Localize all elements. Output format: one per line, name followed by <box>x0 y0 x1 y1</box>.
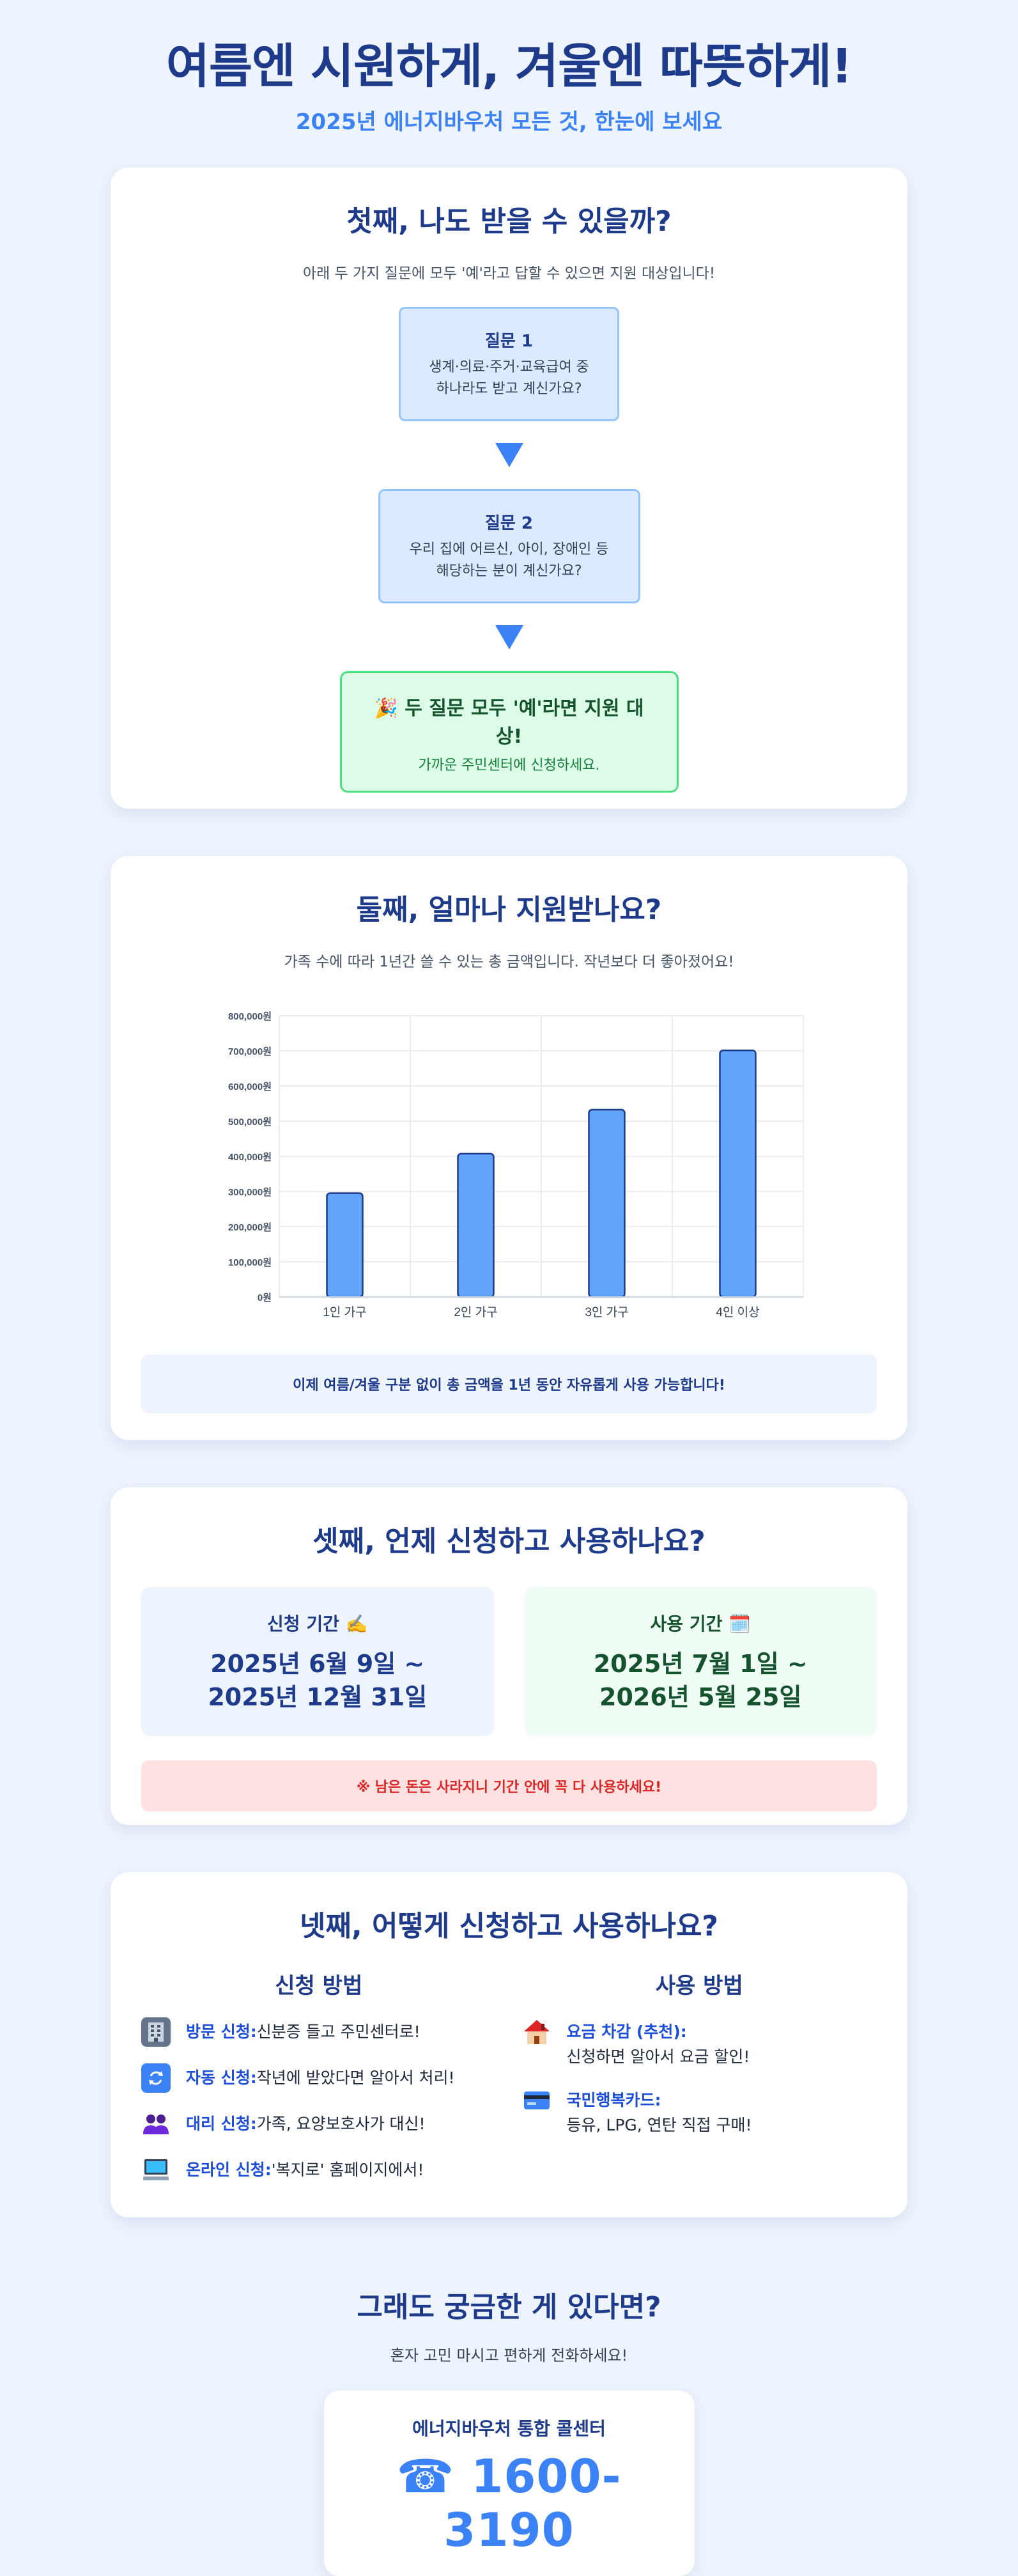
support-amount-chart: 0원 100,000원 200,000원 300,000원 400,000원 500,00… <box>228 1011 804 1319</box>
question-line: 해당하는 분이 계신가요? <box>436 563 582 580</box>
repeat-icon <box>141 2063 171 2093</box>
chart-bar <box>587 1108 626 1298</box>
y-tick-label: 200,000원 <box>228 1222 271 1233</box>
y-tick-label: 700,000원 <box>228 1046 271 1057</box>
period-line: 2025년 12월 31일 <box>208 1683 428 1712</box>
eligibility-card: 첫째, 나도 받을 수 있을까? 아래 두 가지 질문에 모두 '예'라고 답할… <box>111 167 907 809</box>
hero: 여름엔 시원하게, 겨울엔 따뜻하게! 2025년 에너지바우처 모든 것, 한… <box>0 38 1018 136</box>
call-center-number[interactable]: ☎ 1600-3190 <box>396 2449 622 2557</box>
question-title: 질문 1 <box>485 331 533 351</box>
result-text: 가까운 주민센터에 신청하세요. <box>418 757 600 774</box>
use-period-label: 사용 기간 🗓️ <box>650 1613 751 1634</box>
question-text: 우리 집에 어르신, 아이, 장애인 등 해당하는 분이 계신가요? <box>397 539 622 582</box>
use-methods: 사용 방법 요금 차감 (추천): 신청하면 알아서 요금 할인! 국민행복카드:… <box>522 1968 877 2201</box>
amount-card: 둘째, 얼마나 지원받나요? 가족 수에 따라 1년간 쓸 수 있는 총 금액입… <box>111 855 907 1440</box>
result-title: 🎉 두 질문 모두 '예'라면 지원 대상! <box>374 697 644 749</box>
page-title: 여름엔 시원하게, 겨울엔 따뜻하게! <box>166 39 852 94</box>
method-name: 요금 차감 (추천): <box>566 2022 687 2041</box>
use-period-box: 사용 기간 🗓️ 2025년 7월 1일 ~ 2026년 5월 25일 <box>524 1587 877 1736</box>
x-tick-label: 1인 가구 <box>323 1305 366 1319</box>
call-center-box: 에너지바우처 통합 콜센터 ☎ 1600-3190 <box>323 2390 695 2576</box>
use-period-value: 2025년 7월 1일 ~ 2026년 5월 25일 <box>531 1647 871 1714</box>
contact-subtitle: 혼자 고민 마시고 편하게 전화하세요! <box>390 2346 628 2364</box>
contact-section: 그래도 궁금한 게 있다면? 혼자 고민 마시고 편하게 전화하세요! 에너지바… <box>0 2284 1018 2576</box>
x-tick-label: 3인 가구 <box>585 1305 628 1319</box>
y-tick-label: 100,000원 <box>228 1257 271 1268</box>
method-name: 대리 신청: <box>186 2114 257 2133</box>
method-card: 넷째, 어떻게 신청하고 사용하나요? 신청 방법 방문 신청:신분증 들고 주… <box>111 1872 907 2217</box>
list-item: 온라인 신청:'복지로' 홈페이지에서! <box>141 2155 497 2185</box>
method-desc: 가족, 요양보호사가 대신! <box>256 2114 426 2133</box>
y-tick-label: 400,000원 <box>228 1152 271 1163</box>
x-tick-label: 4인 이상 <box>716 1305 759 1319</box>
chart-bar <box>325 1192 364 1298</box>
question-line: 하나라도 받고 계신가요? <box>436 380 582 397</box>
method-name: 온라인 신청: <box>186 2160 272 2179</box>
question-2-box: 질문 2 우리 집에 어르신, 아이, 장애인 등 해당하는 분이 계신가요? <box>378 488 640 604</box>
section-title: 첫째, 나도 받을 수 있을까? <box>346 205 672 238</box>
usage-note: 이제 여름/겨울 구분 없이 총 금액을 1년 동안 자유롭게 사용 가능합니다… <box>141 1354 877 1413</box>
call-center-label: 에너지바우처 통합 콜센터 <box>412 2417 606 2439</box>
y-tick-label: 600,000원 <box>228 1082 271 1092</box>
method-name: 자동 신청: <box>186 2068 257 2087</box>
method-name: 국민행복카드: <box>566 2091 661 2110</box>
question-title: 질문 2 <box>485 513 533 533</box>
method-name: 방문 신청: <box>186 2022 257 2041</box>
period-card: 셋째, 언제 신청하고 사용하나요? 신청 기간 ✍️ 2025년 6월 9일 … <box>111 1487 907 1825</box>
apply-period-value: 2025년 6월 9일 ~ 2025년 12월 31일 <box>148 1647 488 1714</box>
computer-icon <box>141 2155 171 2185</box>
question-line: 생계·의료·주거·교육급여 중 <box>429 359 589 375</box>
chart-bar <box>456 1152 495 1298</box>
y-tick-label: 800,000원 <box>228 1011 271 1022</box>
people-icon <box>141 2109 171 2139</box>
section-title: 넷째, 어떻게 신청하고 사용하나요? <box>300 1909 718 1943</box>
building-icon <box>141 2017 171 2047</box>
list-item: 방문 신청:신분증 들고 주민센터로! <box>141 2017 497 2047</box>
list-item: 자동 신청:작년에 받았다면 알아서 처리! <box>141 2063 497 2093</box>
list-item: 대리 신청:가족, 요양보호사가 대신! <box>141 2109 497 2139</box>
question-line: 우리 집에 어르신, 아이, 장애인 등 <box>409 541 609 557</box>
section-title: 셋째, 언제 신청하고 사용하나요? <box>312 1525 706 1558</box>
question-text: 생계·의료·주거·교육급여 중 하나라도 받고 계신가요? <box>417 357 601 400</box>
apply-period-label: 신청 기간 ✍️ <box>267 1613 368 1634</box>
section-title: 둘째, 얼마나 지원받나요? <box>356 893 662 926</box>
house-icon <box>522 2017 551 2047</box>
y-tick-label: 0원 <box>257 1292 271 1303</box>
method-desc: 신분증 들고 주민센터로! <box>256 2022 420 2041</box>
arrow-down-icon <box>495 625 523 650</box>
period-line: 2025년 6월 9일 ~ <box>210 1649 425 1678</box>
eligible-result-box: 🎉 두 질문 모두 '예'라면 지원 대상! 가까운 주민센터에 신청하세요. <box>339 671 679 793</box>
method-desc: 등유, LPG, 연탄 직접 구매! <box>566 2116 752 2135</box>
method-desc: 신청하면 알아서 요금 할인! <box>566 2047 750 2066</box>
apply-methods: 신청 방법 방문 신청:신분증 들고 주민센터로! 자동 신청:작년에 받았다면… <box>141 1968 497 2201</box>
question-1-box: 질문 1 생계·의료·주거·교육급여 중 하나라도 받고 계신가요? <box>399 306 619 421</box>
list-item: 요금 차감 (추천): 신청하면 알아서 요금 할인! <box>522 2017 877 2070</box>
y-tick-label: 300,000원 <box>228 1187 271 1198</box>
use-methods-title: 사용 방법 <box>655 1973 743 1999</box>
chart-bar <box>718 1049 757 1298</box>
y-tick-label: 500,000원 <box>228 1117 271 1128</box>
period-line: 2026년 5월 25일 <box>599 1683 802 1712</box>
section-description: 가족 수에 따라 1년간 쓸 수 있는 총 금액입니다. 작년보다 더 좋아졌어… <box>284 953 734 970</box>
list-item: 국민행복카드: 등유, LPG, 연탄 직접 구매! <box>522 2086 877 2138</box>
expiry-warning: ※ 남은 돈은 사라지니 기간 안에 꼭 다 사용하세요! <box>141 1760 877 1812</box>
apply-period-box: 신청 기간 ✍️ 2025년 6월 9일 ~ 2025년 12월 31일 <box>141 1587 494 1736</box>
section-description: 아래 두 가지 질문에 모두 '예'라고 답할 수 있으면 지원 대상입니다! <box>302 265 716 282</box>
arrow-down-icon <box>495 442 523 467</box>
card-icon <box>522 2086 551 2115</box>
method-desc: 작년에 받았다면 알아서 처리! <box>256 2068 455 2087</box>
page-subtitle: 2025년 에너지바우처 모든 것, 한눈에 보세요 <box>295 109 723 135</box>
x-tick-label: 2인 가구 <box>454 1305 497 1319</box>
method-desc: '복지로' 홈페이지에서! <box>271 2160 424 2179</box>
eligibility-flow: 질문 1 생계·의료·주거·교육급여 중 하나라도 받고 계신가요? 질문 2 … <box>141 306 877 793</box>
period-line: 2025년 7월 1일 ~ <box>593 1649 808 1678</box>
apply-methods-title: 신청 방법 <box>275 1973 363 1999</box>
contact-title: 그래도 궁금한 게 있다면? <box>357 2290 661 2324</box>
